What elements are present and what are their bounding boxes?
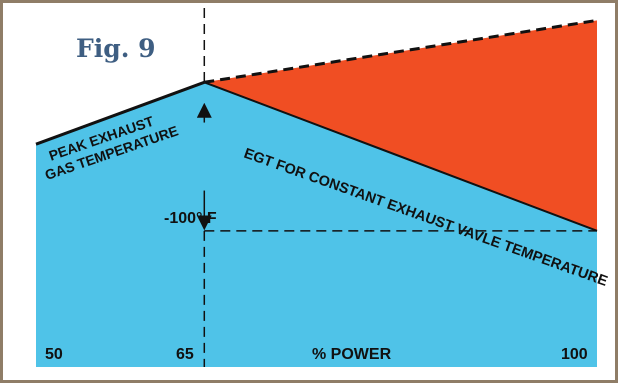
egt-constant-valve-line <box>203 81 598 232</box>
peak-egt-line-dashed <box>204 18 598 84</box>
below-egt-area <box>36 82 597 368</box>
figure-label: Fig. 9 <box>76 34 156 63</box>
x-tick-label: 65 <box>176 346 194 363</box>
peak-egt-line-solid <box>35 80 205 146</box>
x-axis-label: % POWER <box>312 346 392 363</box>
delta-label: -100° F <box>164 210 217 227</box>
x-tick-label: 50 <box>45 346 63 363</box>
between-peak-and-egt-area <box>204 20 598 231</box>
x-tick-label: 100 <box>561 346 588 363</box>
